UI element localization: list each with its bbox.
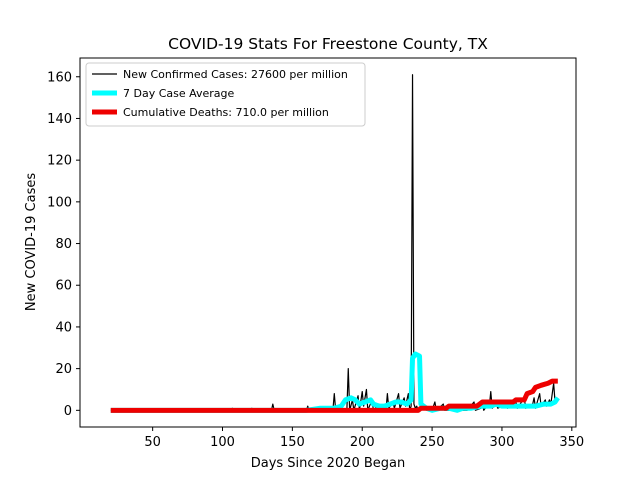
legend-label-7-day-average: 7 Day Case Average (123, 87, 235, 100)
y-tick-label: 20 (55, 362, 72, 377)
plot-frame (79, 57, 577, 428)
x-axis: 50 100 150 200 250 300 350 (144, 427, 584, 450)
x-tick-label: 100 (210, 435, 235, 450)
x-axis-title: Days Since 2020 Began (251, 456, 406, 471)
legend-box (85, 62, 366, 127)
y-tick-label: 60 (55, 279, 72, 294)
series-7-day-average (110, 351, 560, 413)
series-cumulative-deaths (110, 378, 558, 413)
series-layer (110, 74, 560, 413)
x-tick-label: 200 (350, 435, 375, 450)
y-tick-label: 140 (47, 112, 72, 127)
legend-label-new-cases: New Confirmed Cases: 27600 per million (123, 68, 348, 81)
y-tick-label: 120 (47, 154, 72, 169)
legend-label-cumulative-deaths: Cumulative Deaths: 710.0 per million (123, 106, 329, 119)
x-tick-label: 250 (420, 435, 445, 450)
y-tick-label: 80 (55, 237, 72, 252)
x-tick-label: 350 (559, 435, 584, 450)
x-tick-label: 150 (280, 435, 305, 450)
legend: New Confirmed Cases: 27600 per million 7… (85, 62, 366, 127)
y-axis: 0 20 40 60 80 100 120 140 160 (47, 70, 80, 419)
y-tick-label: 160 (47, 70, 72, 85)
y-tick-label: 0 (64, 404, 72, 419)
chart-title: COVID-19 Stats For Freestone County, TX (168, 35, 488, 53)
y-tick-label: 40 (55, 320, 72, 335)
y-tick-label: 100 (47, 195, 72, 210)
x-tick-label: 50 (144, 435, 161, 450)
y-axis-title: New COVID-19 Cases (24, 173, 39, 311)
x-tick-label: 300 (490, 435, 515, 450)
